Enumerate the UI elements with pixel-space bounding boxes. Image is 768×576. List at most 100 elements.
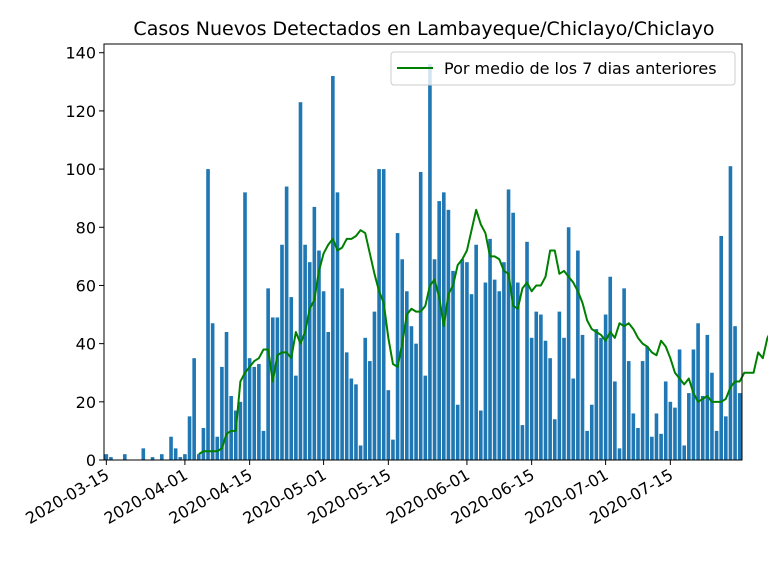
bar (386, 390, 391, 460)
bar (307, 262, 312, 460)
bar (594, 329, 599, 460)
bar (206, 169, 210, 460)
bar (215, 436, 220, 460)
bar (673, 407, 677, 460)
bar (257, 364, 261, 460)
bar (317, 250, 321, 460)
bar (266, 288, 270, 460)
bar (469, 294, 474, 460)
bar (506, 189, 511, 461)
bar (210, 323, 215, 460)
bar (520, 425, 525, 460)
bar (668, 401, 673, 460)
bar (178, 457, 183, 460)
bar (400, 259, 404, 460)
bar (724, 416, 728, 460)
bar (617, 448, 622, 460)
y-tick-label: 20 (76, 393, 96, 412)
bar (515, 282, 520, 460)
bar (455, 404, 460, 460)
bar (344, 352, 349, 460)
bar (428, 64, 432, 460)
y-tick-label: 100 (65, 160, 96, 179)
bar (710, 372, 714, 460)
bar (488, 238, 492, 460)
line-series (198, 208, 768, 456)
bar (395, 233, 400, 460)
bar (243, 192, 247, 460)
bar (284, 186, 289, 460)
bar (580, 334, 585, 460)
bar (321, 291, 326, 460)
bar (224, 332, 229, 460)
bar (220, 366, 224, 460)
bar (557, 311, 562, 460)
bar (159, 454, 164, 460)
bar (654, 413, 659, 460)
bar (608, 276, 613, 460)
moving-average-line (198, 208, 768, 456)
bar (201, 428, 206, 460)
bar (492, 279, 497, 460)
bar (423, 375, 428, 460)
bar (566, 227, 571, 460)
bar (340, 288, 344, 460)
bar (603, 314, 608, 460)
bar (326, 332, 331, 460)
bar (238, 401, 243, 460)
bar (571, 378, 576, 460)
bar (173, 448, 178, 460)
bar (576, 250, 580, 460)
bar (465, 262, 469, 460)
bar (631, 413, 636, 460)
chart-title: Casos Nuevos Detectados en Lambayeque/Ch… (133, 18, 714, 40)
bar (294, 375, 298, 460)
bar-series (104, 64, 742, 461)
bar (663, 381, 668, 460)
bar (636, 428, 640, 460)
bar (460, 259, 465, 460)
bar (247, 358, 252, 460)
bar (585, 430, 589, 460)
bar (233, 410, 238, 460)
bar (377, 169, 381, 460)
bar (728, 166, 733, 460)
bar (270, 317, 275, 460)
bar (700, 396, 705, 460)
bar (622, 288, 626, 460)
bar (349, 378, 354, 460)
bar (123, 454, 127, 460)
bar (141, 448, 146, 460)
bar (599, 337, 603, 460)
bar (737, 393, 742, 460)
y-tick-label: 80 (76, 218, 96, 237)
plot-frame (103, 43, 743, 461)
bar (478, 410, 483, 460)
legend: Por medio de los 7 dias anteriores (390, 51, 736, 86)
bar (691, 349, 696, 460)
bar (543, 340, 548, 460)
bar (229, 396, 233, 460)
bar (381, 169, 386, 460)
bar (696, 323, 700, 460)
bar (414, 343, 418, 460)
bar (733, 326, 737, 460)
bar (418, 172, 423, 460)
y-axis-ticks: 0 20 40 60 80 100 120 140 (65, 44, 104, 470)
bar (719, 236, 723, 460)
bar (659, 433, 663, 460)
y-tick-label: 140 (65, 44, 96, 63)
bar (483, 282, 488, 460)
bar (331, 76, 335, 460)
bar (192, 358, 196, 460)
bar (589, 404, 594, 460)
bar (196, 454, 201, 460)
bar (275, 317, 280, 460)
bar (497, 291, 502, 460)
bar (529, 337, 534, 460)
bar (562, 337, 566, 460)
y-tick-label: 60 (76, 276, 96, 295)
bar (525, 241, 529, 460)
legend-label: Por medio de los 7 dias anteriores (444, 59, 717, 78)
bar (409, 326, 414, 460)
